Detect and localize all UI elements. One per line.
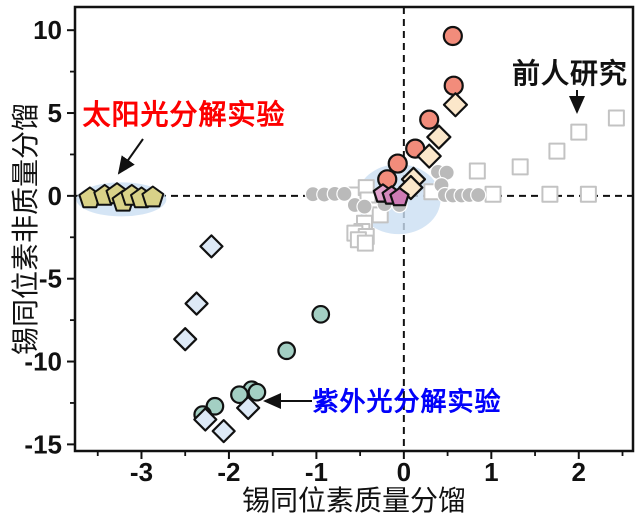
data-point	[236, 395, 261, 421]
data-point	[579, 185, 597, 203]
data-point	[416, 143, 442, 169]
data-point	[356, 234, 374, 252]
x-tick-label: -2	[217, 457, 240, 487]
data-point	[541, 185, 559, 203]
data-point	[199, 234, 224, 259]
x-axis-label: 锡同位素质量分馏	[241, 485, 467, 516]
y-tick-label: 10	[33, 15, 62, 45]
data-point	[230, 385, 249, 405]
x-tick-label: -1	[305, 457, 328, 487]
plot-border	[73, 5, 635, 453]
series-previous-studies-circles	[304, 163, 487, 215]
series-origin-circles-salmon	[377, 25, 464, 190]
data-point	[468, 162, 486, 180]
data-point	[442, 92, 469, 118]
data-point	[607, 109, 625, 127]
data-point	[419, 109, 440, 130]
series-origin-pentagons-plum	[372, 183, 410, 207]
data-point	[484, 185, 502, 203]
data-point	[570, 123, 588, 141]
data-point	[141, 185, 165, 208]
data-point	[511, 158, 529, 176]
series-sunlight-photolysis-pentagons	[78, 182, 165, 212]
data-point	[336, 185, 353, 202]
data-point	[356, 198, 373, 215]
data-point	[311, 304, 331, 324]
x-tick-label: 0	[397, 457, 411, 487]
data-point	[442, 25, 463, 47]
data-point	[389, 186, 410, 207]
data-point	[184, 291, 209, 316]
series-uv-photolysis-diamonds	[173, 234, 261, 444]
data-point	[247, 382, 267, 402]
previous-studies-label: 前人研究	[511, 58, 629, 89]
x-tick-label: -3	[130, 457, 153, 487]
x-tick-label: 1	[484, 457, 498, 487]
y-tick-label: -10	[24, 347, 62, 377]
y-tick-label: 5	[48, 98, 62, 128]
data-point	[443, 75, 464, 96]
sunlight-photolysis-label: 太阳光分解实验	[82, 99, 286, 130]
sunlight-photolysis-label-arrow	[117, 138, 144, 175]
y-tick-label: -15	[24, 429, 62, 459]
data-point	[548, 142, 566, 160]
y-tick-label: 0	[48, 181, 62, 211]
data-point	[387, 153, 408, 174]
data-point	[277, 341, 297, 361]
data-point	[470, 186, 487, 204]
uv-photolysis-label: 紫外光分解实验	[312, 386, 502, 417]
y-axis-label: 锡同位素非质量分馏	[10, 102, 41, 356]
data-point	[193, 407, 218, 432]
y-tick-label: -5	[39, 264, 62, 294]
data-point	[211, 419, 236, 444]
x-tick-label: 2	[572, 457, 586, 487]
series-uv-photolysis-circles	[193, 304, 331, 424]
data-point	[173, 327, 198, 352]
data-point	[426, 124, 452, 150]
